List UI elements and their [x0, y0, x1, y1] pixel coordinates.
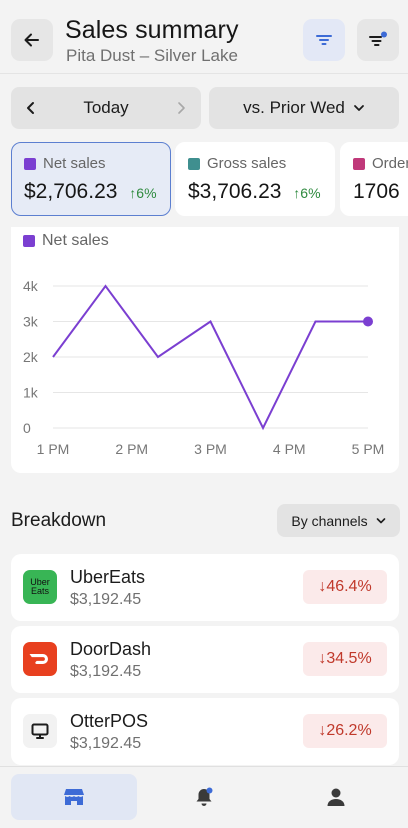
x-tick-label: 4 PM — [273, 441, 306, 457]
metric-label: Gross sales — [207, 155, 287, 172]
metric-value-row: $3,706.23 ↑6% — [188, 180, 321, 204]
bell-icon — [196, 787, 213, 806]
metric-cards: Net sales $2,706.23 ↑6% Gross sales $3,7… — [0, 141, 408, 217]
user-icon — [327, 788, 345, 806]
channel-amount: $3,192.45 — [70, 735, 142, 752]
sort-button[interactable] — [357, 19, 399, 61]
legend-label: Net sales — [42, 232, 109, 249]
metric-card-orders[interactable]: Orders 1706 — [340, 142, 408, 216]
date-label[interactable]: Today — [83, 98, 129, 117]
nav-home[interactable] — [11, 774, 137, 820]
chevron-right-icon — [178, 102, 185, 114]
ubereats-logo: Uber Eats — [23, 570, 57, 604]
metric-change-value: 6% — [136, 185, 157, 201]
breakdown-title: Breakdown — [11, 510, 107, 531]
x-tick-label: 1 PM — [37, 441, 70, 457]
logo-text: Uber — [30, 577, 50, 587]
monitor-icon — [31, 723, 49, 739]
metric-change: ↑6% — [293, 185, 321, 201]
metric-value-row: 1706 — [353, 180, 400, 204]
breakdown-filter-button[interactable]: By channels — [277, 504, 400, 537]
chevron-left-icon — [27, 102, 34, 114]
otterpos-logo — [23, 714, 57, 748]
x-tick-label: 3 PM — [194, 441, 227, 457]
metric-card-gross-sales[interactable]: Gross sales $3,706.23 ↑6% — [175, 142, 335, 216]
date-selector: Today — [11, 87, 201, 129]
filter-icon — [316, 35, 332, 45]
channel-row-doordash[interactable]: DoorDash $3,192.45 ↓ 34.5% — [11, 626, 399, 693]
nav-alerts[interactable] — [141, 774, 267, 820]
legend-swatch — [23, 235, 35, 247]
metric-value: $3,706.23 — [188, 180, 282, 203]
chevron-down-icon — [376, 517, 385, 523]
breakdown-filter-label: By channels — [291, 512, 368, 529]
metric-label-row: Gross sales — [188, 155, 286, 172]
comparison-label: vs. Prior Wed — [243, 98, 345, 117]
metric-label-row: Net sales — [24, 155, 106, 172]
change-badge: ↓ 26.2% — [303, 714, 387, 748]
y-tick-label: 0 — [23, 420, 31, 436]
page-subtitle: Pita Dust – Silver Lake — [66, 46, 238, 65]
x-tick-label: 5 PM — [352, 441, 385, 457]
channel-name: UberEats — [70, 567, 146, 587]
chevron-down-icon — [353, 105, 364, 111]
metric-value-row: $2,706.23 ↑6% — [24, 180, 157, 204]
metric-label: Orders — [372, 155, 408, 172]
channel-name: DoorDash — [70, 639, 152, 659]
channel-row-ubereats[interactable]: Uber Eats UberEats $3,192.45 ↓ 46.4% — [11, 554, 399, 621]
filter-button[interactable] — [303, 19, 345, 61]
metric-value: $2,706.23 — [24, 180, 118, 203]
change-value: 34.5% — [326, 650, 372, 667]
y-tick-label: 4k — [23, 278, 39, 294]
y-tick-label: 1k — [23, 385, 39, 401]
store-icon — [64, 789, 84, 805]
channel-amount: $3,192.45 — [70, 663, 142, 680]
x-tick-label: 2 PM — [115, 441, 148, 457]
metric-label-row: Orders — [353, 155, 408, 172]
chart-plot: 0 1k 2k 3k 4k 1 PM 2 PM 3 PM 4 PM 5 PM — [23, 278, 385, 457]
back-button[interactable] — [11, 19, 53, 61]
bottom-navigation — [0, 766, 408, 828]
metric-change: ↑6% — [129, 185, 157, 201]
change-badge: ↓ 46.4% — [303, 570, 387, 604]
page-title: Sales summary — [65, 16, 239, 44]
series-line — [52, 284, 368, 431]
sales-chart: Net sales 0 1k 2k 3k 4k 1 PM 2 PM 3 PM 4 PM 5 PM — [11, 227, 399, 473]
metric-swatch — [353, 157, 365, 170]
arrow-left-icon — [24, 33, 39, 47]
series-point — [363, 316, 373, 327]
doordash-icon — [29, 654, 48, 664]
change-value: 46.4% — [326, 578, 372, 595]
sort-icon — [369, 31, 387, 46]
y-tick-label: 2k — [23, 349, 39, 365]
channel-row-otterpos[interactable]: OtterPOS $3,192.45 ↓ 26.2% — [11, 698, 399, 765]
channel-amount: $3,192.45 — [70, 591, 142, 608]
change-value: 26.2% — [326, 722, 372, 739]
chart-legend: Net sales — [23, 232, 109, 250]
metric-card-net-sales[interactable]: Net sales $2,706.23 ↑6% — [11, 142, 171, 216]
logo-text: Eats — [30, 586, 49, 596]
next-day-button[interactable] — [161, 87, 201, 129]
channel-name: OtterPOS — [70, 711, 149, 731]
metric-label: Net sales — [43, 155, 106, 172]
metric-swatch — [188, 157, 200, 170]
comparison-selector[interactable]: vs. Prior Wed — [209, 87, 399, 129]
previous-day-button[interactable] — [11, 87, 51, 129]
metric-change-value: 6% — [300, 185, 321, 201]
nav-profile[interactable] — [273, 774, 399, 820]
y-tick-label: 3k — [23, 314, 39, 330]
metric-value: 1706 — [353, 180, 400, 203]
doordash-logo — [23, 642, 57, 676]
change-badge: ↓ 34.5% — [303, 642, 387, 676]
metric-swatch — [24, 157, 36, 170]
header: Sales summary Pita Dust – Silver Lake — [0, 0, 408, 74]
